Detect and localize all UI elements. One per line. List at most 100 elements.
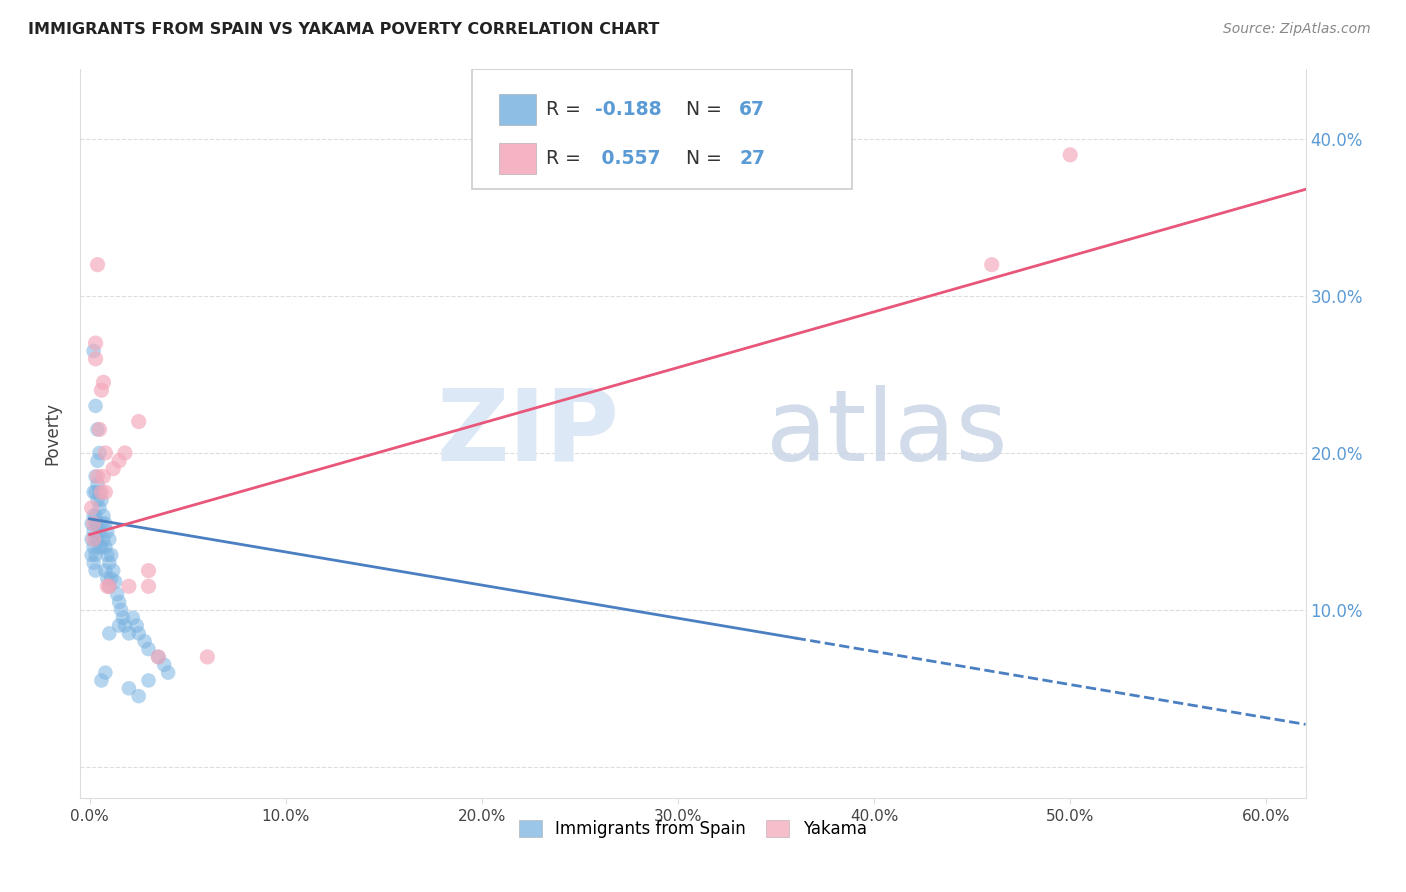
Point (118, 579, 141, 593)
Point (83, 508, 105, 523)
Point (138, 579, 160, 593)
Point (94, 446, 117, 460)
Point (134, 634, 156, 648)
Point (86, 258, 108, 272)
Point (86, 493, 108, 508)
Point (86, 422, 108, 436)
Point (90, 673, 112, 688)
Text: 0.557: 0.557 (595, 149, 661, 168)
Point (98, 626, 121, 640)
Point (104, 574, 127, 589)
Point (100, 572, 122, 586)
Point (84, 336, 107, 351)
Point (84, 516, 107, 531)
Point (118, 681, 141, 696)
Point (93, 533, 115, 547)
Bar (499, 143, 536, 174)
Point (98, 556, 121, 570)
Text: R =: R = (546, 149, 586, 168)
Text: R =: R = (546, 100, 586, 120)
Point (128, 626, 150, 640)
Point (94, 564, 117, 578)
Point (80, 516, 103, 531)
Text: atlas: atlas (766, 384, 1008, 482)
Point (89, 485, 111, 500)
Point (103, 564, 125, 578)
Point (84, 485, 107, 500)
Point (84, 548, 107, 562)
Point (148, 649, 170, 664)
Bar (499, 95, 536, 125)
Point (83, 343, 105, 358)
Text: 67: 67 (740, 100, 765, 120)
Point (138, 642, 160, 657)
Point (121, 610, 143, 624)
Point (86, 477, 108, 491)
Point (100, 548, 122, 562)
Point (89, 422, 111, 436)
Point (90, 493, 112, 508)
Point (114, 618, 136, 632)
Point (94, 485, 117, 500)
Point (148, 649, 170, 664)
Point (90, 485, 112, 500)
Point (108, 454, 131, 468)
Point (84, 564, 107, 578)
Text: Source: ZipAtlas.com: Source: ZipAtlas.com (1223, 22, 1371, 37)
Point (128, 415, 150, 429)
Point (84, 399, 107, 413)
Point (96, 524, 118, 539)
Point (153, 657, 176, 672)
Point (84, 469, 107, 483)
Point (84, 533, 107, 547)
Point (108, 618, 131, 632)
Text: -0.188: -0.188 (595, 100, 661, 120)
Point (125, 618, 148, 632)
Point (195, 649, 218, 664)
Point (86, 454, 108, 468)
Point (83, 485, 105, 500)
Point (93, 508, 115, 523)
Point (84, 508, 107, 523)
Point (90, 540, 112, 554)
Point (980, 258, 1002, 272)
Point (1059, 148, 1081, 162)
Text: N =: N = (675, 149, 728, 168)
Point (128, 689, 150, 703)
Point (94, 516, 117, 531)
Point (96, 572, 118, 586)
Point (89, 524, 111, 539)
Point (90, 516, 112, 531)
Point (98, 579, 121, 593)
Point (94, 540, 117, 554)
Point (86, 516, 108, 531)
Point (138, 564, 160, 578)
Point (93, 469, 115, 483)
Point (98, 579, 121, 593)
Point (80, 548, 103, 562)
Text: 27: 27 (740, 149, 765, 168)
FancyBboxPatch shape (472, 69, 852, 189)
Point (108, 595, 131, 609)
Point (89, 500, 111, 515)
Point (89, 540, 111, 554)
Point (84, 351, 107, 366)
Point (98, 533, 121, 547)
Point (110, 603, 132, 617)
Point (93, 376, 115, 390)
Y-axis label: Poverty: Poverty (44, 401, 60, 465)
Point (94, 665, 117, 680)
Point (105, 587, 128, 601)
Point (96, 548, 118, 562)
Point (83, 540, 105, 554)
Point (86, 533, 108, 547)
Point (83, 556, 105, 570)
Point (103, 461, 125, 475)
Point (86, 469, 108, 483)
Legend: Immigrants from Spain, Yakama: Immigrants from Spain, Yakama (512, 813, 873, 845)
Point (80, 533, 103, 547)
Text: IMMIGRANTS FROM SPAIN VS YAKAMA POVERTY CORRELATION CHART: IMMIGRANTS FROM SPAIN VS YAKAMA POVERTY … (28, 22, 659, 37)
Point (83, 516, 105, 531)
Point (83, 533, 105, 547)
Point (111, 610, 134, 624)
